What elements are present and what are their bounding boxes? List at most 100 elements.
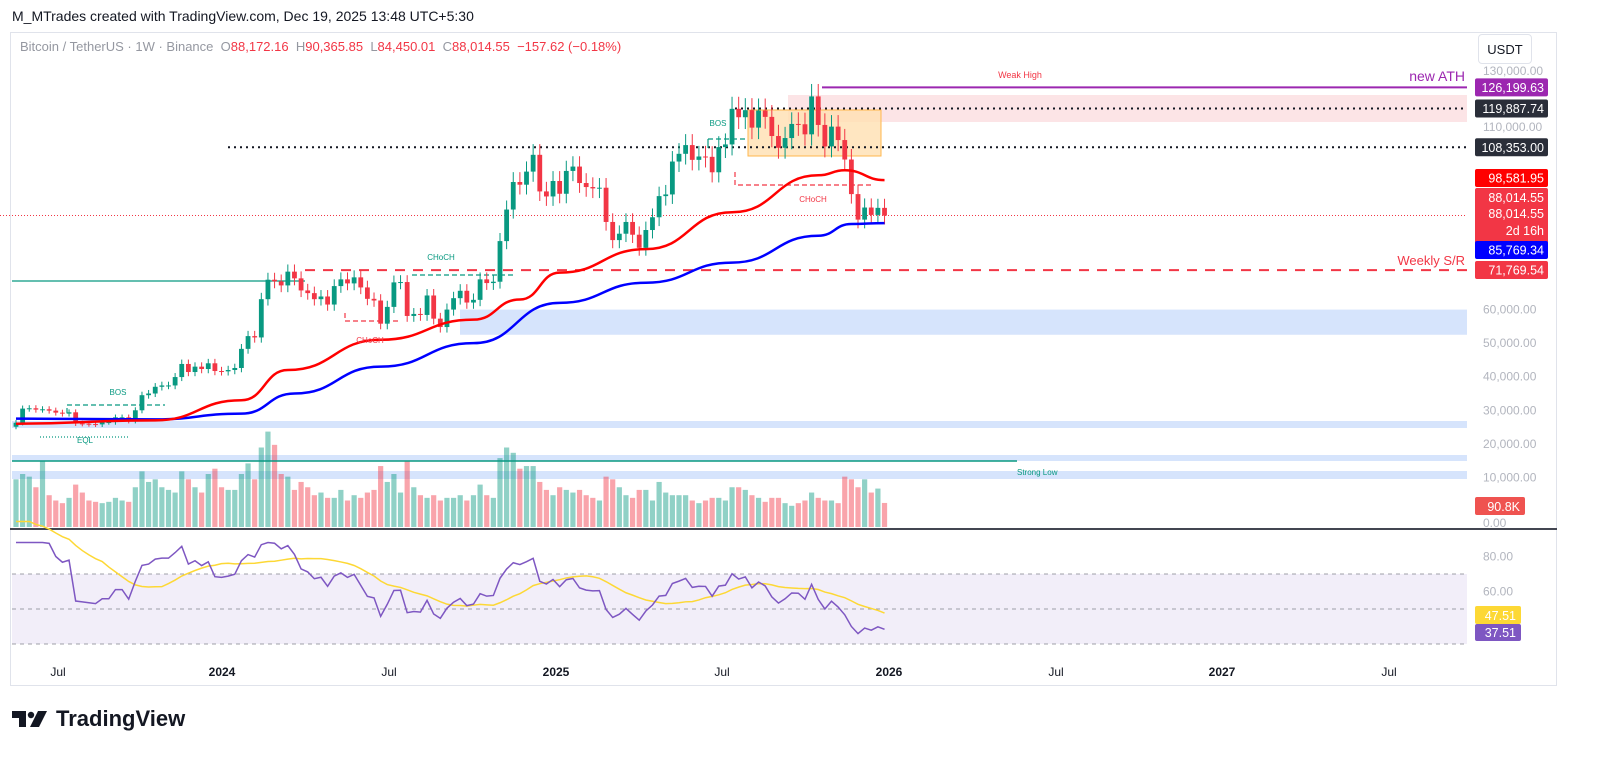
candle-body	[106, 422, 112, 424]
volume-bar	[238, 474, 245, 527]
candle-body	[252, 336, 258, 338]
zone-band-1	[12, 455, 1467, 461]
volume-bar	[358, 497, 364, 527]
rsi-ma-label: 47.51	[1485, 609, 1516, 623]
candle-body	[689, 145, 695, 160]
volume-bar	[490, 497, 496, 527]
candle-body	[245, 336, 251, 349]
volume-bar	[769, 497, 775, 527]
volume-bar	[590, 497, 596, 527]
candle-body	[40, 409, 45, 411]
candle-body	[53, 410, 59, 413]
volume-bar	[669, 495, 675, 527]
candle-body	[60, 412, 65, 414]
ma-blue-price-label-bg	[1475, 241, 1548, 259]
volume-bar	[199, 492, 205, 527]
candle-body	[471, 299, 476, 303]
candle-body	[179, 363, 185, 378]
volume-bar	[543, 489, 549, 527]
volume-bar	[132, 487, 138, 527]
strong-low-label: Strong Low	[1017, 468, 1058, 477]
candle-body	[431, 295, 437, 319]
demand-zone-25k	[12, 421, 1467, 428]
time-axis-label: Jul	[381, 665, 396, 679]
volume-bar	[570, 492, 576, 527]
volume-bar	[305, 487, 311, 527]
candle-body	[683, 145, 689, 154]
candle-body	[477, 279, 483, 300]
volume-bar	[185, 479, 191, 527]
volume-bar	[610, 479, 616, 527]
volume-bar	[79, 492, 85, 527]
volume-bar	[643, 489, 649, 527]
volume-bar	[218, 487, 225, 527]
tradingview-logo[interactable]: TradingView	[12, 706, 185, 732]
candle-body	[729, 108, 735, 145]
volume-bar	[318, 492, 324, 527]
volume-bar	[271, 444, 278, 527]
volume-bar	[517, 468, 523, 527]
volume-bar	[59, 503, 66, 527]
rsi-axis-tick: 60.00	[1483, 585, 1513, 599]
currency-button[interactable]: USDT	[1478, 34, 1532, 64]
volume-bar	[99, 503, 105, 527]
volume-bar	[749, 495, 755, 527]
candle-body	[815, 96, 821, 125]
volume-bar	[73, 484, 79, 527]
volume-bar	[855, 487, 861, 527]
close-label: C	[442, 39, 453, 54]
volume-bar	[351, 495, 357, 527]
volume-bar	[338, 489, 344, 527]
ma-blue-price-label: 85,769.34	[1488, 244, 1544, 258]
candle-body	[172, 377, 178, 386]
candle-body	[272, 279, 277, 282]
time-axis-label: 2024	[209, 665, 236, 679]
volume-bar	[629, 497, 636, 527]
candle-body	[550, 181, 556, 197]
volume-bar	[212, 468, 218, 527]
candle-body	[404, 282, 410, 316]
candle-body	[650, 217, 655, 231]
volume-bar	[742, 489, 748, 527]
price-axis-tick: 60,000.00	[1483, 303, 1537, 317]
candle-body	[557, 181, 563, 194]
volume-bar	[13, 479, 19, 527]
candle-body	[437, 318, 443, 328]
candle-body	[86, 423, 92, 425]
candle-body	[570, 166, 576, 171]
volume-bar	[404, 460, 410, 527]
symbol-name[interactable]: Bitcoin / TetherUS · 1W · Binance	[20, 39, 214, 54]
candle-body	[364, 287, 370, 299]
volume-bar	[378, 466, 384, 527]
candle-body	[829, 126, 834, 147]
candle-body	[258, 299, 264, 338]
candle-body	[537, 154, 543, 192]
candle-body	[351, 277, 357, 284]
volume-bar	[696, 503, 702, 527]
candle-body	[411, 313, 417, 316]
ath-price-label-bg	[1475, 78, 1548, 97]
candle-body	[305, 290, 311, 294]
chart-credit: M_MTrades created with TradingView.com, …	[12, 8, 474, 24]
candle-body	[563, 170, 569, 194]
high-value: 90,365.85	[305, 39, 364, 54]
volume-bar	[722, 500, 729, 527]
ma-red-price-label-bg	[1475, 169, 1548, 187]
candle-body	[146, 393, 151, 396]
candle-body	[139, 395, 145, 411]
volume-bar	[417, 495, 424, 527]
candle-body	[20, 408, 26, 423]
volume-bar	[26, 476, 32, 527]
candle-body	[822, 124, 828, 147]
candle-body	[225, 370, 231, 372]
volume-bar	[311, 495, 317, 527]
candle-body	[398, 282, 403, 284]
price-axis-tick: 20,000.00	[1483, 437, 1537, 451]
time-axis-label: Jul	[1381, 665, 1396, 679]
candle-body	[716, 147, 722, 173]
candle-body	[345, 279, 350, 284]
volume-bar	[510, 452, 516, 527]
rsi-axis-tick: 80.00	[1483, 550, 1513, 564]
last-price-label: 88,014.55	[1488, 191, 1544, 205]
